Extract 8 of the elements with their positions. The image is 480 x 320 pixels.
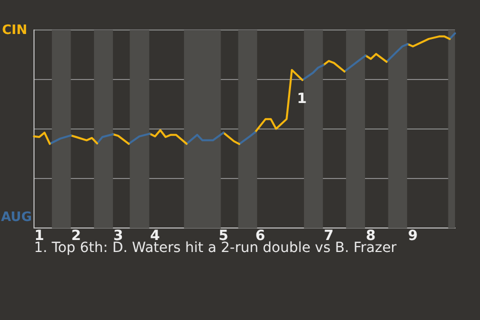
x-tick-label: 2 <box>71 228 81 244</box>
annotation: 1 <box>297 91 307 107</box>
x-tick-label: 6 <box>255 228 266 244</box>
x-tick-label: 9 <box>408 228 418 244</box>
text: CIN <box>2 23 28 38</box>
x-tick-label: 7 <box>324 228 334 244</box>
x-tick-label: 8 <box>366 228 376 244</box>
text: AUG <box>1 210 32 225</box>
